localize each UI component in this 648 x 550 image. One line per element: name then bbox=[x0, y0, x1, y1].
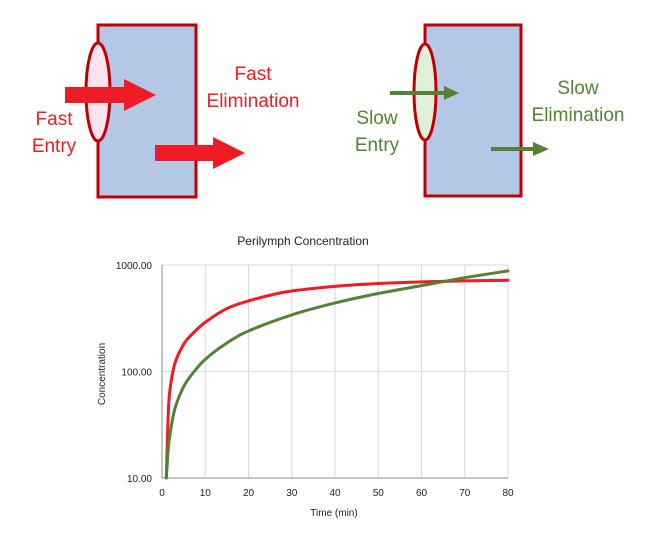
x-axis-label: Time (min) bbox=[310, 508, 357, 519]
slow-entry-label: Slow Entry bbox=[354, 108, 400, 156]
y-tick-label: 1000.00 bbox=[116, 261, 153, 272]
fast-entry-arrow bbox=[65, 79, 156, 111]
fast-elimination-label: Fast Elimination bbox=[206, 64, 300, 112]
chart-grid bbox=[162, 264, 509, 479]
x-tick-label: 30 bbox=[286, 488, 298, 499]
x-tick-label: 10 bbox=[200, 488, 212, 499]
x-tick-label: 80 bbox=[502, 488, 514, 499]
y-tick-label: 100.00 bbox=[121, 368, 152, 379]
x-tick-labels: 0 10 20 30 40 50 60 70 80 bbox=[159, 488, 514, 499]
x-tick-label: 0 bbox=[159, 488, 165, 499]
slow-entry-arrow-head bbox=[444, 86, 459, 100]
chart-title: Perilymph Concentration bbox=[237, 234, 368, 248]
chart-series bbox=[164, 269, 510, 480]
y-tick-label: 10.00 bbox=[127, 474, 152, 485]
fast-elimination-arrow bbox=[155, 137, 245, 169]
y-axis-label: Concentration bbox=[97, 343, 108, 405]
x-tick-label: 50 bbox=[373, 488, 385, 499]
fast-entry-label: Fast Entry bbox=[31, 109, 77, 157]
y-tick-labels: 10.00 100.00 1000.00 bbox=[116, 261, 153, 485]
slow-series-line bbox=[164, 269, 510, 480]
slow-compartment bbox=[423, 23, 523, 198]
x-tick-label: 20 bbox=[243, 488, 255, 499]
chart-axes bbox=[161, 265, 508, 479]
fast-series-line bbox=[164, 278, 510, 480]
x-tick-label: 60 bbox=[416, 488, 428, 499]
slow-elimination-arrow-head bbox=[533, 142, 549, 156]
perilymph-chart: Perilymph Concentration 0 10 20 30 40 50 60 70 8… bbox=[97, 234, 514, 519]
slow-diagram bbox=[390, 23, 549, 198]
x-tick-label: 70 bbox=[459, 488, 471, 499]
x-tick-label: 40 bbox=[329, 488, 341, 499]
fast-diagram bbox=[65, 23, 245, 199]
slow-elimination-label: Slow Elimination bbox=[531, 78, 625, 126]
